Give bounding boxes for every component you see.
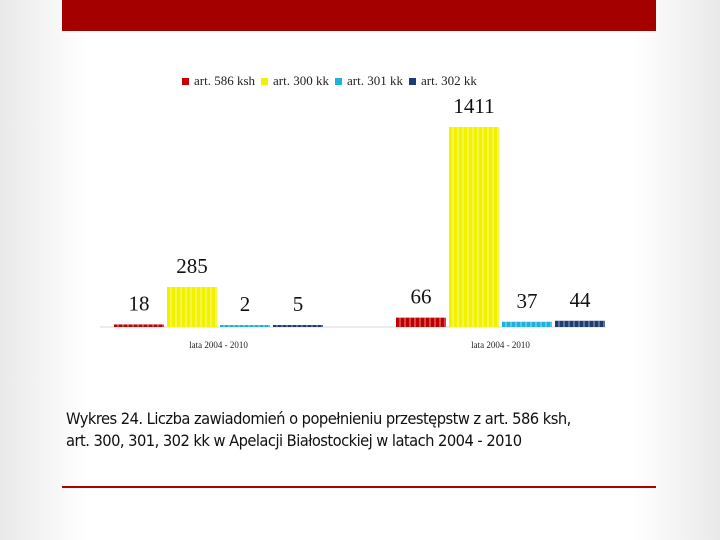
legend-item: art. 301 kk [335, 73, 403, 89]
bar-art-301-group-2 [502, 321, 552, 327]
data-label: 5 [293, 292, 304, 316]
bar-art-300 [449, 127, 499, 327]
data-label: 1411 [453, 94, 494, 118]
category-tick-label: lata 2004 - 2010 [189, 340, 248, 350]
legend-swatch [408, 77, 416, 85]
bar-art-300-group-2 [449, 127, 499, 327]
bar-art-302 [555, 320, 605, 327]
bar-art-300 [167, 287, 217, 327]
bar-art-301 [502, 321, 552, 327]
bar-art-586-group-2 [396, 317, 446, 327]
legend-label: art. 302 kk [420, 73, 477, 88]
bar-art-302-group-2 [555, 320, 605, 327]
bottom-rule [62, 486, 656, 488]
bar-art-301-group-1 [220, 325, 270, 327]
legend-item: art. 586 ksh [182, 73, 255, 89]
data-label: 285 [176, 254, 208, 278]
bar-art-586 [396, 317, 446, 327]
legend-swatch [182, 77, 189, 85]
bar-art-586-group-1 [114, 324, 164, 327]
bar-art-586 [114, 324, 164, 327]
category-tick-label: lata 2004 - 2010 [471, 340, 530, 350]
legend-item: art. 302 kk [408, 73, 477, 89]
legend-label: art. 586 ksh [194, 73, 256, 88]
chart-caption: Wykres 24. Liczba zawiadomień o popełnie… [66, 409, 571, 450]
data-label: 18 [129, 291, 150, 315]
legend-item: art. 300 kk [261, 73, 329, 89]
legend-swatch [261, 77, 269, 85]
data-label: 37 [517, 289, 538, 313]
chart-legend: art. 586 ksh art. 300 kk art. 301 kk art. 3… [182, 73, 477, 89]
bar-art-302 [273, 325, 323, 327]
bar-art-302-group-1 [273, 325, 323, 327]
data-label: 2 [240, 292, 251, 316]
data-label: 66 [411, 285, 432, 309]
legend-label: art. 300 kk [273, 73, 329, 88]
bar-art-301 [220, 325, 270, 327]
top-banner [62, 0, 656, 31]
data-label: 44 [570, 288, 592, 312]
legend-swatch [335, 77, 342, 85]
bar-chart: 18 285 2 5 lata 2004 - 2010 66 1411 37 44 lata 20… [100, 94, 606, 350]
legend-label: art. 301 kk [347, 73, 403, 88]
bar-art-300-group-1 [167, 287, 217, 327]
